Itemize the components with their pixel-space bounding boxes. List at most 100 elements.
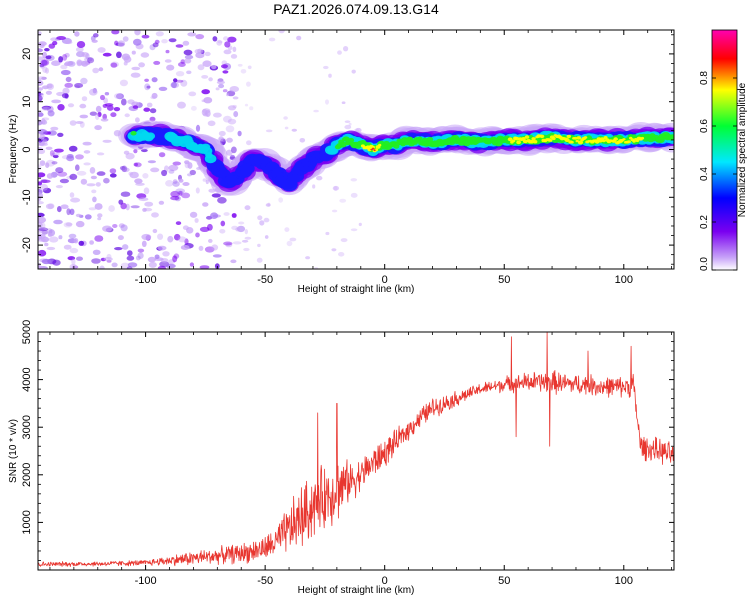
noise-speckle <box>88 207 97 211</box>
noise-speckle <box>331 248 337 252</box>
noise-speckle <box>151 77 158 83</box>
noise-speckle <box>286 240 293 247</box>
noise-speckle <box>99 265 105 269</box>
noise-speckle <box>95 105 102 113</box>
noise-speckle <box>106 105 114 111</box>
noise-speckle <box>350 228 358 232</box>
noise-speckle <box>227 118 237 125</box>
noise-speckle <box>154 39 160 45</box>
noise-speckle <box>218 130 226 137</box>
noise-speckle <box>177 101 186 109</box>
noise-speckle <box>243 247 250 252</box>
noise-speckle <box>147 160 156 164</box>
noise-speckle <box>44 242 49 247</box>
noise-speckle <box>142 207 147 212</box>
signal-track-blob <box>551 136 556 141</box>
noise-speckle <box>160 258 169 263</box>
noise-speckle <box>133 162 138 167</box>
noise-speckle <box>41 117 50 121</box>
noise-speckle <box>69 173 78 180</box>
noise-speckle <box>75 164 80 171</box>
noise-speckle <box>42 187 52 194</box>
noise-speckle <box>191 105 197 111</box>
noise-speckle <box>122 36 129 42</box>
noise-speckle <box>213 112 222 118</box>
noise-speckle <box>166 64 175 71</box>
noise-speckle <box>51 161 58 165</box>
noise-speckle <box>40 59 50 66</box>
noise-speckle <box>184 54 194 60</box>
noise-speckle <box>180 245 190 250</box>
noise-speckle <box>265 129 273 133</box>
noise-speckle <box>305 256 311 260</box>
noise-speckle <box>76 170 87 176</box>
noise-speckle <box>202 60 212 67</box>
signal-track-blob <box>378 143 382 147</box>
noise-speckle <box>63 244 72 250</box>
noise-speckle <box>178 178 184 183</box>
noise-speckle <box>95 113 100 120</box>
noise-speckle <box>257 243 261 248</box>
noise-speckle <box>187 32 197 37</box>
noise-speckle <box>116 51 122 59</box>
noise-speckle <box>59 178 69 184</box>
noise-speckle <box>95 182 101 187</box>
noise-speckle <box>97 47 106 53</box>
noise-speckle <box>195 124 201 132</box>
signal-track-blob <box>533 140 538 144</box>
noise-speckle <box>114 40 119 46</box>
noise-speckle <box>348 122 352 126</box>
noise-speckle <box>64 82 73 88</box>
signal-track-blob <box>371 147 375 150</box>
noise-speckle <box>244 236 252 240</box>
noise-speckle <box>224 41 231 48</box>
noise-speckle <box>75 220 85 228</box>
spectrogram-y-axis: -20 -10 0 10 20 <box>21 34 674 265</box>
snr-y-tick-label: 4000 <box>21 367 33 391</box>
spectrogram-x-axis-label: Height of straight line (km) <box>298 284 415 295</box>
noise-speckle <box>343 46 349 52</box>
noise-speckle <box>142 173 149 179</box>
noise-speckle <box>117 40 126 47</box>
noise-speckle <box>337 50 342 55</box>
noise-speckle <box>44 48 50 52</box>
signal-track-blob <box>511 139 516 143</box>
noise-speckle <box>237 130 242 137</box>
signal-track-blob <box>583 136 588 139</box>
noise-speckle <box>80 77 88 85</box>
noise-speckle <box>256 257 263 263</box>
noise-speckle <box>232 46 237 52</box>
noise-speckle <box>81 96 88 102</box>
noise-speckle <box>134 162 142 168</box>
noise-speckle <box>51 99 61 104</box>
noise-speckle <box>340 238 348 243</box>
noise-speckle <box>325 99 329 105</box>
noise-speckle <box>126 266 133 269</box>
noise-speckle <box>187 173 193 177</box>
noise-speckle <box>50 126 59 131</box>
noise-speckle <box>129 171 139 179</box>
noise-speckle <box>268 37 276 42</box>
noise-speckle <box>165 263 176 269</box>
noise-speckle <box>244 103 249 107</box>
noise-speckle <box>263 217 270 223</box>
signal-track-blob <box>521 137 526 141</box>
noise-speckle <box>110 61 120 68</box>
noise-speckle <box>73 238 79 244</box>
spectrogram-y-tick-label: 10 <box>21 96 33 108</box>
noise-speckle <box>38 172 46 178</box>
noise-speckle <box>207 223 213 231</box>
noise-speckle <box>246 140 252 146</box>
noise-speckle <box>47 232 53 237</box>
noise-speckle <box>223 49 232 55</box>
noise-speckle <box>202 202 209 207</box>
signal-track-blob <box>570 140 574 144</box>
noise-speckle <box>55 167 64 174</box>
noise-speckle <box>130 72 141 78</box>
noise-speckle <box>64 52 70 58</box>
snr-frame <box>37 331 675 571</box>
noise-speckle <box>216 39 223 46</box>
noise-speckle <box>38 196 42 202</box>
noise-speckle <box>140 52 150 58</box>
noise-speckle <box>45 203 54 210</box>
